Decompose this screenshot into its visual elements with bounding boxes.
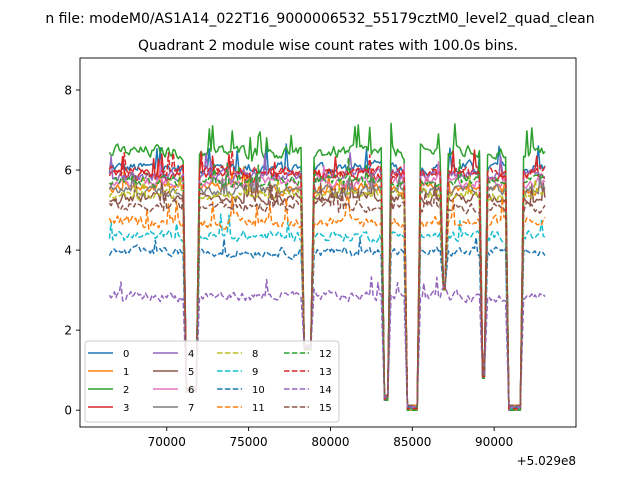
legend-label-4: 4	[188, 349, 194, 360]
y-tick-label: 4	[64, 244, 72, 258]
legend-label-15: 15	[319, 403, 332, 414]
legend-label-14: 14	[319, 385, 332, 396]
series-line-14	[108, 276, 546, 408]
series-line-6	[108, 161, 546, 408]
legend-label-11: 11	[252, 403, 265, 414]
legend-label-5: 5	[188, 367, 194, 378]
legend-label-12: 12	[319, 349, 332, 360]
legend-label-10: 10	[252, 385, 265, 396]
x-tick-label: 80000	[311, 435, 349, 449]
series-line-12	[108, 156, 546, 411]
series-line-13	[108, 150, 546, 410]
legend-label-13: 13	[319, 367, 332, 378]
axes-frame	[79, 57, 577, 428]
legend-label-1: 1	[123, 367, 129, 378]
y-axis: 0 2 4 6 8	[64, 84, 80, 418]
y-tick-label: 6	[64, 164, 72, 178]
legend-label-6: 6	[188, 385, 194, 396]
x-offset-label: +5.029e8	[517, 454, 576, 468]
series-line-7	[108, 169, 546, 407]
series-lines	[108, 122, 546, 411]
series-line-9	[108, 213, 546, 410]
x-tick-label: 75000	[230, 435, 268, 449]
legend-label-7: 7	[188, 403, 194, 414]
x-tick-label: 70000	[148, 435, 186, 449]
legend-label-3: 3	[123, 403, 129, 414]
series-line-4	[108, 152, 546, 411]
legend-box	[84, 340, 340, 423]
series-line-3	[108, 149, 546, 407]
legend-label-2: 2	[123, 385, 129, 396]
y-tick-label: 8	[64, 84, 72, 98]
series-line-11	[108, 195, 546, 407]
series-line-2	[108, 122, 546, 408]
series-line-8	[108, 173, 546, 411]
x-tick-label: 85000	[393, 435, 431, 449]
legend-label-9: 9	[252, 367, 258, 378]
x-tick-label: 90000	[475, 435, 513, 449]
series-line-15	[108, 182, 546, 407]
x-axis: 70000 75000 80000 85000 90000	[148, 427, 513, 449]
chart-title: Quadrant 2 module wise count rates with …	[138, 38, 518, 54]
legend-label-0: 0	[123, 349, 129, 360]
y-tick-label: 0	[64, 404, 72, 418]
figure-suptitle: n file: modeM0/AS1A14_022T16_9000006532_…	[45, 11, 594, 27]
series-line-10	[108, 236, 546, 408]
legend-label-8: 8	[252, 349, 258, 360]
y-tick-label: 2	[64, 324, 72, 338]
